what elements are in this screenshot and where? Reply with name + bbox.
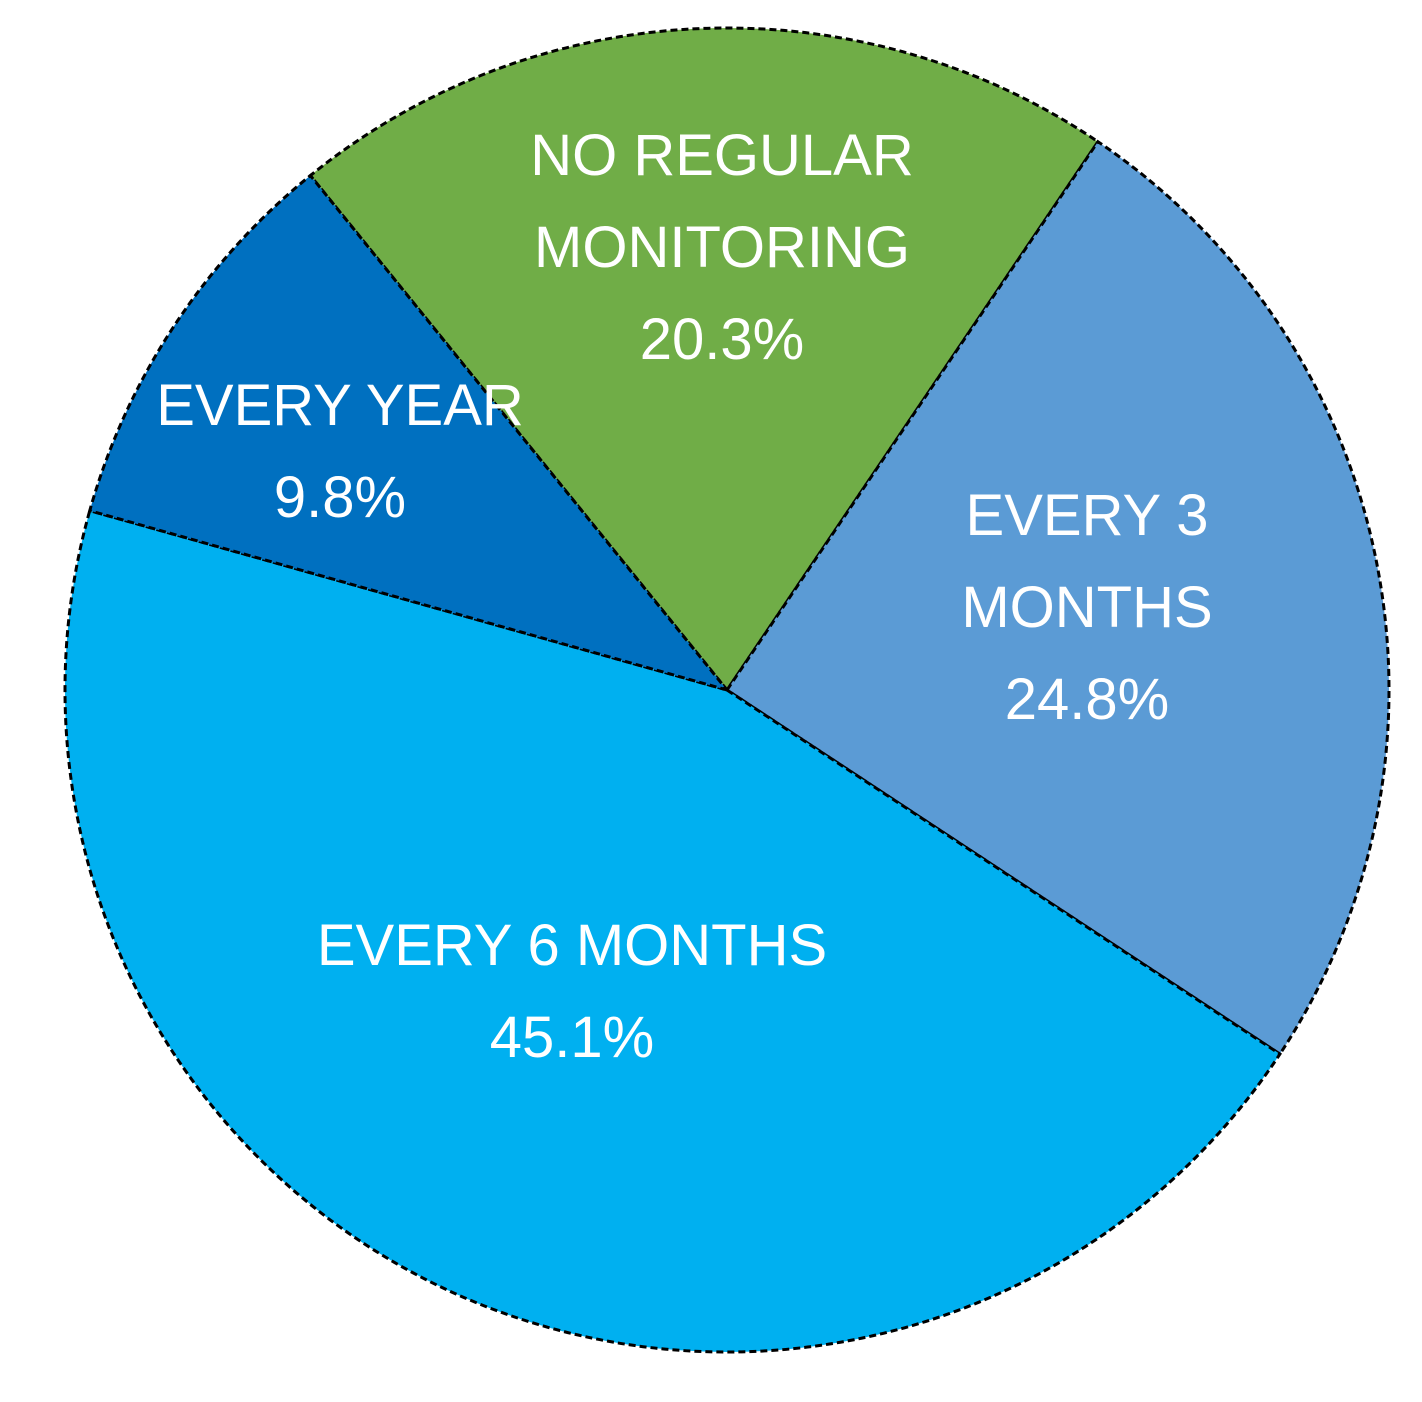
category-label: EVERY 6 MONTHS — [316, 913, 828, 978]
value-label: 24.8% — [1004, 667, 1170, 732]
value-label: 9.8% — [273, 465, 407, 530]
pie-slice — [724, 139, 1391, 1057]
category-label: NO REGULAR MONITORING — [530, 123, 914, 280]
category-label: EVERY 3 MONTHS — [961, 483, 1213, 640]
pie-slice — [308, 26, 1101, 693]
value-label: 45.1% — [489, 1005, 655, 1070]
slice-label: EVERY 3 MONTHS 24.8% — [937, 470, 1237, 746]
slice-label: NO REGULAR MONITORING 20.3% — [497, 110, 947, 386]
category-label: EVERY YEAR — [156, 373, 524, 438]
slice-label: EVERY YEAR 9.8% — [130, 360, 550, 544]
slice-label: EVERY 6 MONTHS 45.1% — [262, 900, 882, 1084]
pie-slice — [87, 173, 732, 693]
pie-slice — [63, 508, 1282, 1354]
value-label: 20.3% — [639, 307, 805, 372]
